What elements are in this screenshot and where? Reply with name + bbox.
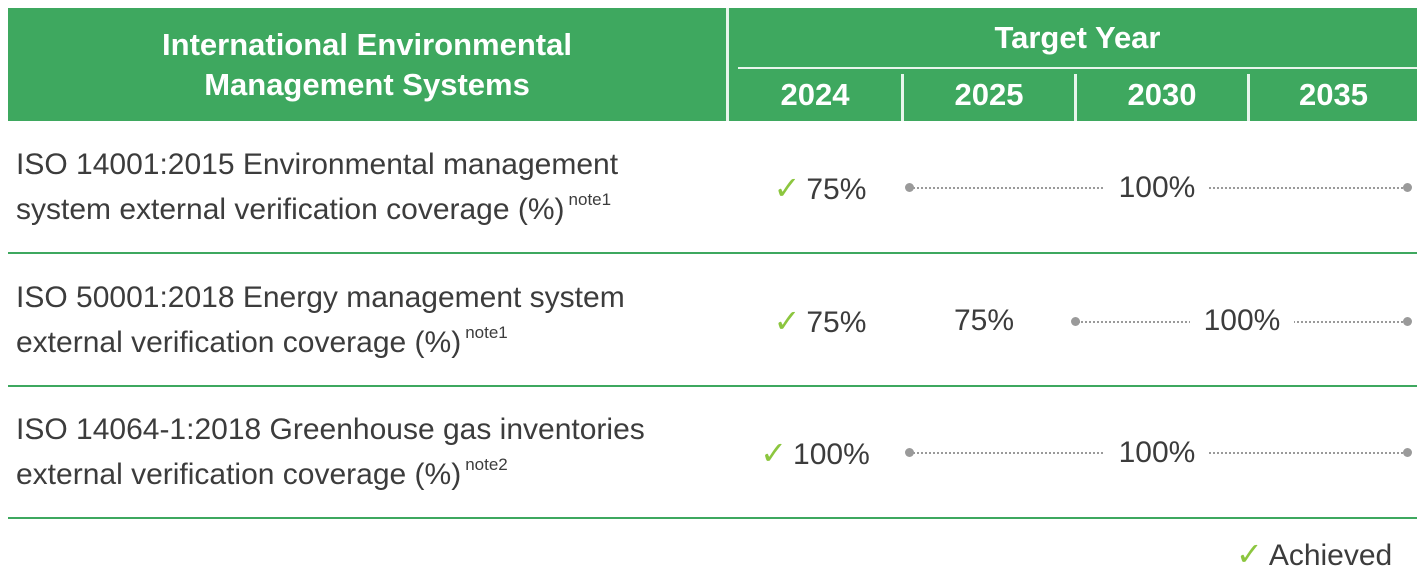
value-2024-text: 75% xyxy=(806,173,867,206)
table-row-label: ISO 14064-1:2018 Greenhouse gas inventor… xyxy=(16,407,645,497)
year-header-2025: 2025 xyxy=(954,77,1024,112)
column-header-systems: International Environmental Management S… xyxy=(8,8,726,121)
row-label-line: ISO 14001:2015 Environmental management xyxy=(16,148,619,181)
row-label-line: external verification coverage (%) xyxy=(16,458,462,491)
range-start-dot xyxy=(905,448,914,457)
achieved-value-2024: ✓ 75% xyxy=(740,301,900,341)
year-header-2030: 2030 xyxy=(1127,77,1197,112)
achieved-value-2024: ✓ 100% xyxy=(735,433,895,473)
row-divider xyxy=(8,252,1417,254)
check-icon: ✓ xyxy=(1236,536,1263,572)
year-header-2024: 2024 xyxy=(780,77,850,112)
range-start-dot xyxy=(905,183,914,192)
legend: ✓ Achieved xyxy=(1236,534,1416,574)
year-header-2035: 2035 xyxy=(1299,77,1368,112)
row-label-line: ISO 50001:2018 Energy management system xyxy=(16,281,625,314)
target-range-value: 100% xyxy=(1105,168,1209,208)
achieved-value-2024: ✓ 75% xyxy=(740,168,900,208)
value-2024-text: 75% xyxy=(806,306,867,339)
target-range-value: 100% xyxy=(1105,433,1209,473)
target-year-header: Target Year xyxy=(994,20,1161,55)
table-row-label: ISO 50001:2018 Energy management system … xyxy=(16,275,625,365)
target-range-value: 100% xyxy=(1190,301,1294,341)
legend-label: Achieved xyxy=(1268,539,1393,572)
column-header-systems-label: International Environmental Management S… xyxy=(162,26,572,102)
row-label-line: external verification coverage (%) xyxy=(16,326,462,359)
range-end-dot xyxy=(1403,183,1412,192)
year-divider xyxy=(1247,74,1250,121)
value-2025: 75% xyxy=(953,304,1015,337)
range-end-dot xyxy=(1403,448,1412,457)
check-icon: ✓ xyxy=(773,303,801,339)
check-icon: ✓ xyxy=(773,170,801,206)
target-year-divider xyxy=(738,67,1417,69)
footnote-ref: note1 xyxy=(568,190,612,209)
range-start-dot xyxy=(1071,317,1080,326)
header-divider xyxy=(726,8,729,121)
row-label-line: system external verification coverage (%… xyxy=(16,193,565,226)
table-row-label: ISO 14001:2015 Environmental management … xyxy=(16,142,618,232)
year-divider xyxy=(901,74,904,121)
year-divider xyxy=(1074,74,1077,121)
footnote-ref: note1 xyxy=(465,323,508,342)
range-end-dot xyxy=(1403,317,1412,326)
check-icon: ✓ xyxy=(760,435,788,471)
row-divider xyxy=(8,385,1417,387)
table-header xyxy=(8,8,1417,121)
table-bottom-rule xyxy=(8,517,1417,519)
row-label-line: ISO 14064-1:2018 Greenhouse gas inventor… xyxy=(16,413,645,446)
value-2024-text: 100% xyxy=(793,438,870,471)
footnote-ref: note2 xyxy=(465,455,508,474)
